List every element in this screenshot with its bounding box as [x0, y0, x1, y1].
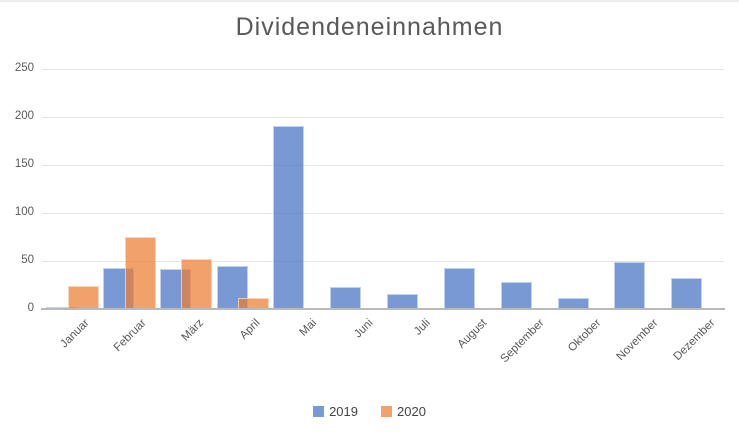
bar-2019-november[interactable] — [614, 262, 646, 309]
legend-marker-2020 — [381, 406, 392, 417]
chart-legend: 2019 2020 — [0, 404, 739, 419]
x-axis-label-oktober: Oktober — [565, 317, 604, 355]
y-axis-tick-label: 0 — [27, 301, 34, 314]
legend-marker-2019 — [313, 406, 325, 417]
x-axis-label-mai: Mai — [297, 317, 320, 339]
legend-item-2020[interactable]: 2020 — [381, 404, 426, 419]
legend-item-2019[interactable]: 2019 — [313, 404, 358, 419]
gridline — [42, 260, 724, 262]
y-axis-tick-label: 250 — [14, 61, 34, 74]
gridline — [42, 212, 724, 214]
x-axis-label-september: September — [498, 317, 547, 366]
top-divider — [0, 0, 739, 2]
x-axis-label-marz: März — [179, 317, 206, 344]
gridline — [42, 116, 724, 118]
x-axis-label-november: November — [614, 317, 661, 364]
bar-2020-april[interactable] — [238, 297, 270, 309]
bar-2020-marz[interactable] — [181, 258, 213, 309]
x-axis-label-dezember: Dezember — [671, 317, 718, 364]
bar-2019-dezember[interactable] — [671, 277, 703, 309]
bar-2019-august[interactable] — [443, 268, 475, 309]
x-axis-label-juni: Juni — [352, 317, 377, 341]
chart-title: Dividendeneinnahmen — [235, 13, 504, 41]
bar-2020-februar[interactable] — [124, 237, 156, 309]
gridline — [42, 164, 724, 166]
x-axis-line — [41, 308, 725, 310]
bar-2019-juli[interactable] — [387, 294, 418, 309]
bar-2019-juni[interactable] — [330, 287, 362, 309]
x-axis-label-februar: Februar — [111, 317, 149, 354]
bar-2020-januar[interactable] — [67, 286, 99, 309]
bar-2019-september[interactable] — [500, 281, 532, 309]
y-axis-tick-label: 100 — [14, 205, 34, 218]
x-axis-label-juli: Juli — [412, 317, 433, 338]
x-axis-label-april: April — [237, 317, 263, 342]
y-axis-tick-label: 150 — [14, 157, 34, 170]
bar-2019-mai[interactable] — [273, 126, 305, 309]
y-axis-tick-label: 200 — [14, 109, 34, 122]
y-axis-tick-label: 50 — [21, 253, 34, 266]
x-axis-label-august: August — [455, 317, 490, 351]
x-axis-label-januar: Januar — [58, 317, 92, 351]
gridline — [42, 68, 724, 70]
legend-label-2019: 2019 — [329, 404, 358, 419]
legend-label-2020: 2020 — [397, 404, 426, 419]
bar-2019-oktober[interactable] — [557, 297, 589, 309]
